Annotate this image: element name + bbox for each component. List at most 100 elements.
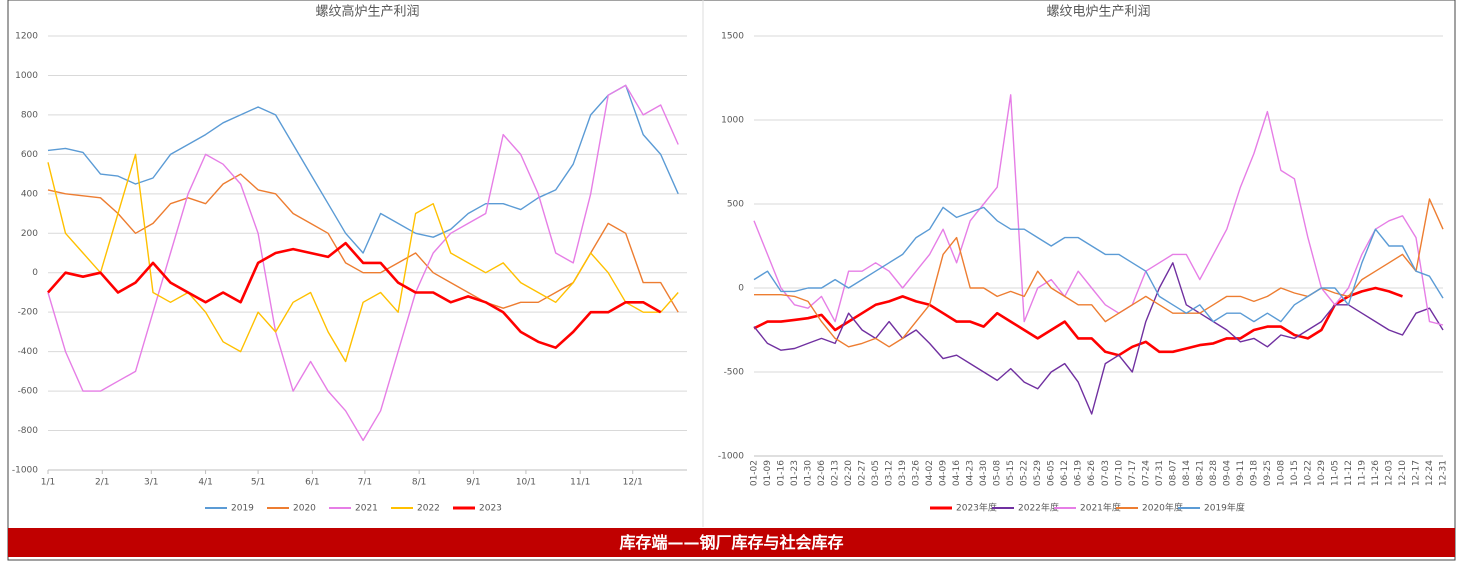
- x-tick-label: 1/1: [41, 478, 55, 488]
- y-tick-label: -1000: [12, 466, 38, 476]
- series-line: [47, 241, 662, 349]
- chart-title: 螺纹电炉生产利润: [1046, 5, 1150, 20]
- y-tick-label: -600: [18, 387, 39, 397]
- x-tick-label: 10-08: [1276, 460, 1286, 486]
- x-tick-label: 11-12: [1344, 460, 1354, 486]
- x-tick-label: 03-12: [885, 460, 895, 486]
- x-tick-label: 04-23: [966, 460, 976, 486]
- legend-label: 2019: [231, 504, 254, 514]
- x-tick-label: 04-16: [952, 460, 962, 486]
- x-tick-label: 08-21: [1195, 460, 1205, 486]
- legend-label: 2022年度: [1018, 502, 1059, 514]
- x-tick-label: 01-02: [750, 460, 760, 486]
- y-tick-label: 400: [21, 189, 38, 199]
- x-tick-label: 12/1: [623, 478, 643, 488]
- y-tick-label: 1000: [15, 71, 38, 81]
- x-tick-label: 4/1: [198, 478, 212, 488]
- y-tick-label: -800: [18, 426, 39, 436]
- y-tick-label: 500: [727, 200, 744, 210]
- y-tick-label: 800: [21, 110, 38, 120]
- legend-label: 2021: [355, 504, 378, 514]
- x-tick-label: 02-20: [844, 460, 854, 486]
- chart-title: 螺纹高炉生产利润: [315, 4, 419, 20]
- x-tick-label: 6/1: [305, 478, 319, 488]
- y-tick-label: 1000: [721, 116, 744, 126]
- x-tick-label: 11-19: [1357, 460, 1367, 486]
- x-tick-label: 05-29: [1033, 460, 1043, 486]
- x-tick-label: 12-03: [1384, 460, 1394, 486]
- y-tick-label: -400: [18, 347, 39, 357]
- x-tick-label: 02-27: [858, 460, 868, 486]
- y-tick-label: 0: [32, 268, 38, 278]
- x-tick-label: 08-14: [1182, 460, 1192, 486]
- x-tick-label: 03-19: [898, 460, 908, 486]
- x-tick-label: 08-28: [1209, 460, 1219, 486]
- x-tick-label: 9/1: [466, 478, 480, 488]
- x-tick-label: 04-30: [979, 460, 989, 486]
- x-tick-label: 04-02: [925, 460, 935, 486]
- x-tick-label: 07-24: [1141, 460, 1151, 486]
- x-tick-label: 08-07: [1168, 460, 1178, 486]
- x-tick-label: 02-13: [831, 460, 841, 486]
- y-tick-label: -500: [724, 368, 745, 378]
- x-tick-label: 09-18: [1249, 460, 1259, 486]
- x-tick-label: 10/1: [516, 478, 536, 488]
- legend-label: 2023: [479, 504, 502, 514]
- x-tick-label: 12-10: [1398, 460, 1408, 486]
- x-tick-label: 12-24: [1425, 460, 1435, 486]
- x-tick-label: 02-06: [817, 460, 827, 486]
- x-tick-label: 05-15: [1006, 460, 1016, 486]
- legend-label: 2022: [417, 504, 440, 514]
- x-tick-label: 10-29: [1317, 460, 1327, 486]
- legend-label: 2019年度: [1204, 502, 1245, 514]
- series-line: [753, 262, 1444, 415]
- series-line: [47, 84, 679, 442]
- x-tick-label: 07-03: [1101, 460, 1111, 486]
- section-banner: 库存端——钢厂库存与社会库存: [8, 528, 1455, 557]
- x-tick-label: 01-23: [790, 460, 800, 486]
- y-tick-label: 1500: [721, 32, 744, 42]
- frame: [7, 0, 1456, 561]
- x-tick-label: 8/1: [412, 478, 426, 488]
- legend-label: 2020: [293, 504, 316, 514]
- x-tick-label: 2/1: [95, 478, 109, 488]
- x-tick-label: 3/1: [144, 478, 158, 488]
- x-tick-label: 01-09: [763, 460, 773, 486]
- series-line: [753, 206, 1444, 323]
- x-tick-label: 05-22: [1020, 460, 1030, 486]
- x-tick-label: 11-26: [1371, 460, 1381, 486]
- x-tick-label: 11/1: [570, 478, 590, 488]
- legend-label: 2021年度: [1080, 502, 1121, 514]
- y-tick-label: 600: [21, 150, 38, 160]
- x-tick-label: 07-17: [1128, 460, 1138, 486]
- y-tick-label: 0: [738, 284, 744, 294]
- x-tick-label: 07-10: [1114, 460, 1124, 486]
- y-tick-label: -200: [18, 308, 39, 318]
- x-tick-label: 03-05: [871, 460, 881, 486]
- x-tick-label: 01-30: [804, 460, 814, 486]
- x-tick-label: 10-15: [1290, 460, 1300, 486]
- x-tick-label: 7/1: [358, 478, 372, 488]
- series-line: [47, 153, 679, 363]
- x-tick-label: 10-22: [1303, 460, 1313, 486]
- series-line: [754, 198, 1444, 348]
- x-tick-label: 12-31: [1439, 460, 1449, 486]
- x-tick-label: 06-05: [1047, 460, 1057, 486]
- x-tick-label: 09-25: [1263, 460, 1273, 486]
- series-line: [753, 94, 1444, 326]
- x-tick-label: 07-31: [1155, 460, 1165, 486]
- x-tick-label: 01-16: [777, 460, 787, 486]
- series-line: [753, 286, 1403, 357]
- x-tick-label: 04-09: [939, 460, 949, 486]
- x-tick-label: 06-12: [1060, 460, 1070, 486]
- x-tick-label: 09-04: [1222, 460, 1232, 486]
- x-tick-label: 05-08: [993, 460, 1003, 486]
- series-line: [47, 84, 679, 254]
- x-tick-label: 11-05: [1330, 460, 1340, 486]
- y-tick-label: -1000: [718, 452, 744, 462]
- legend-label: 2020年度: [1142, 502, 1183, 514]
- x-tick-label: 12-17: [1411, 460, 1421, 486]
- x-tick-label: 5/1: [251, 478, 265, 488]
- y-tick-label: 1200: [15, 32, 38, 42]
